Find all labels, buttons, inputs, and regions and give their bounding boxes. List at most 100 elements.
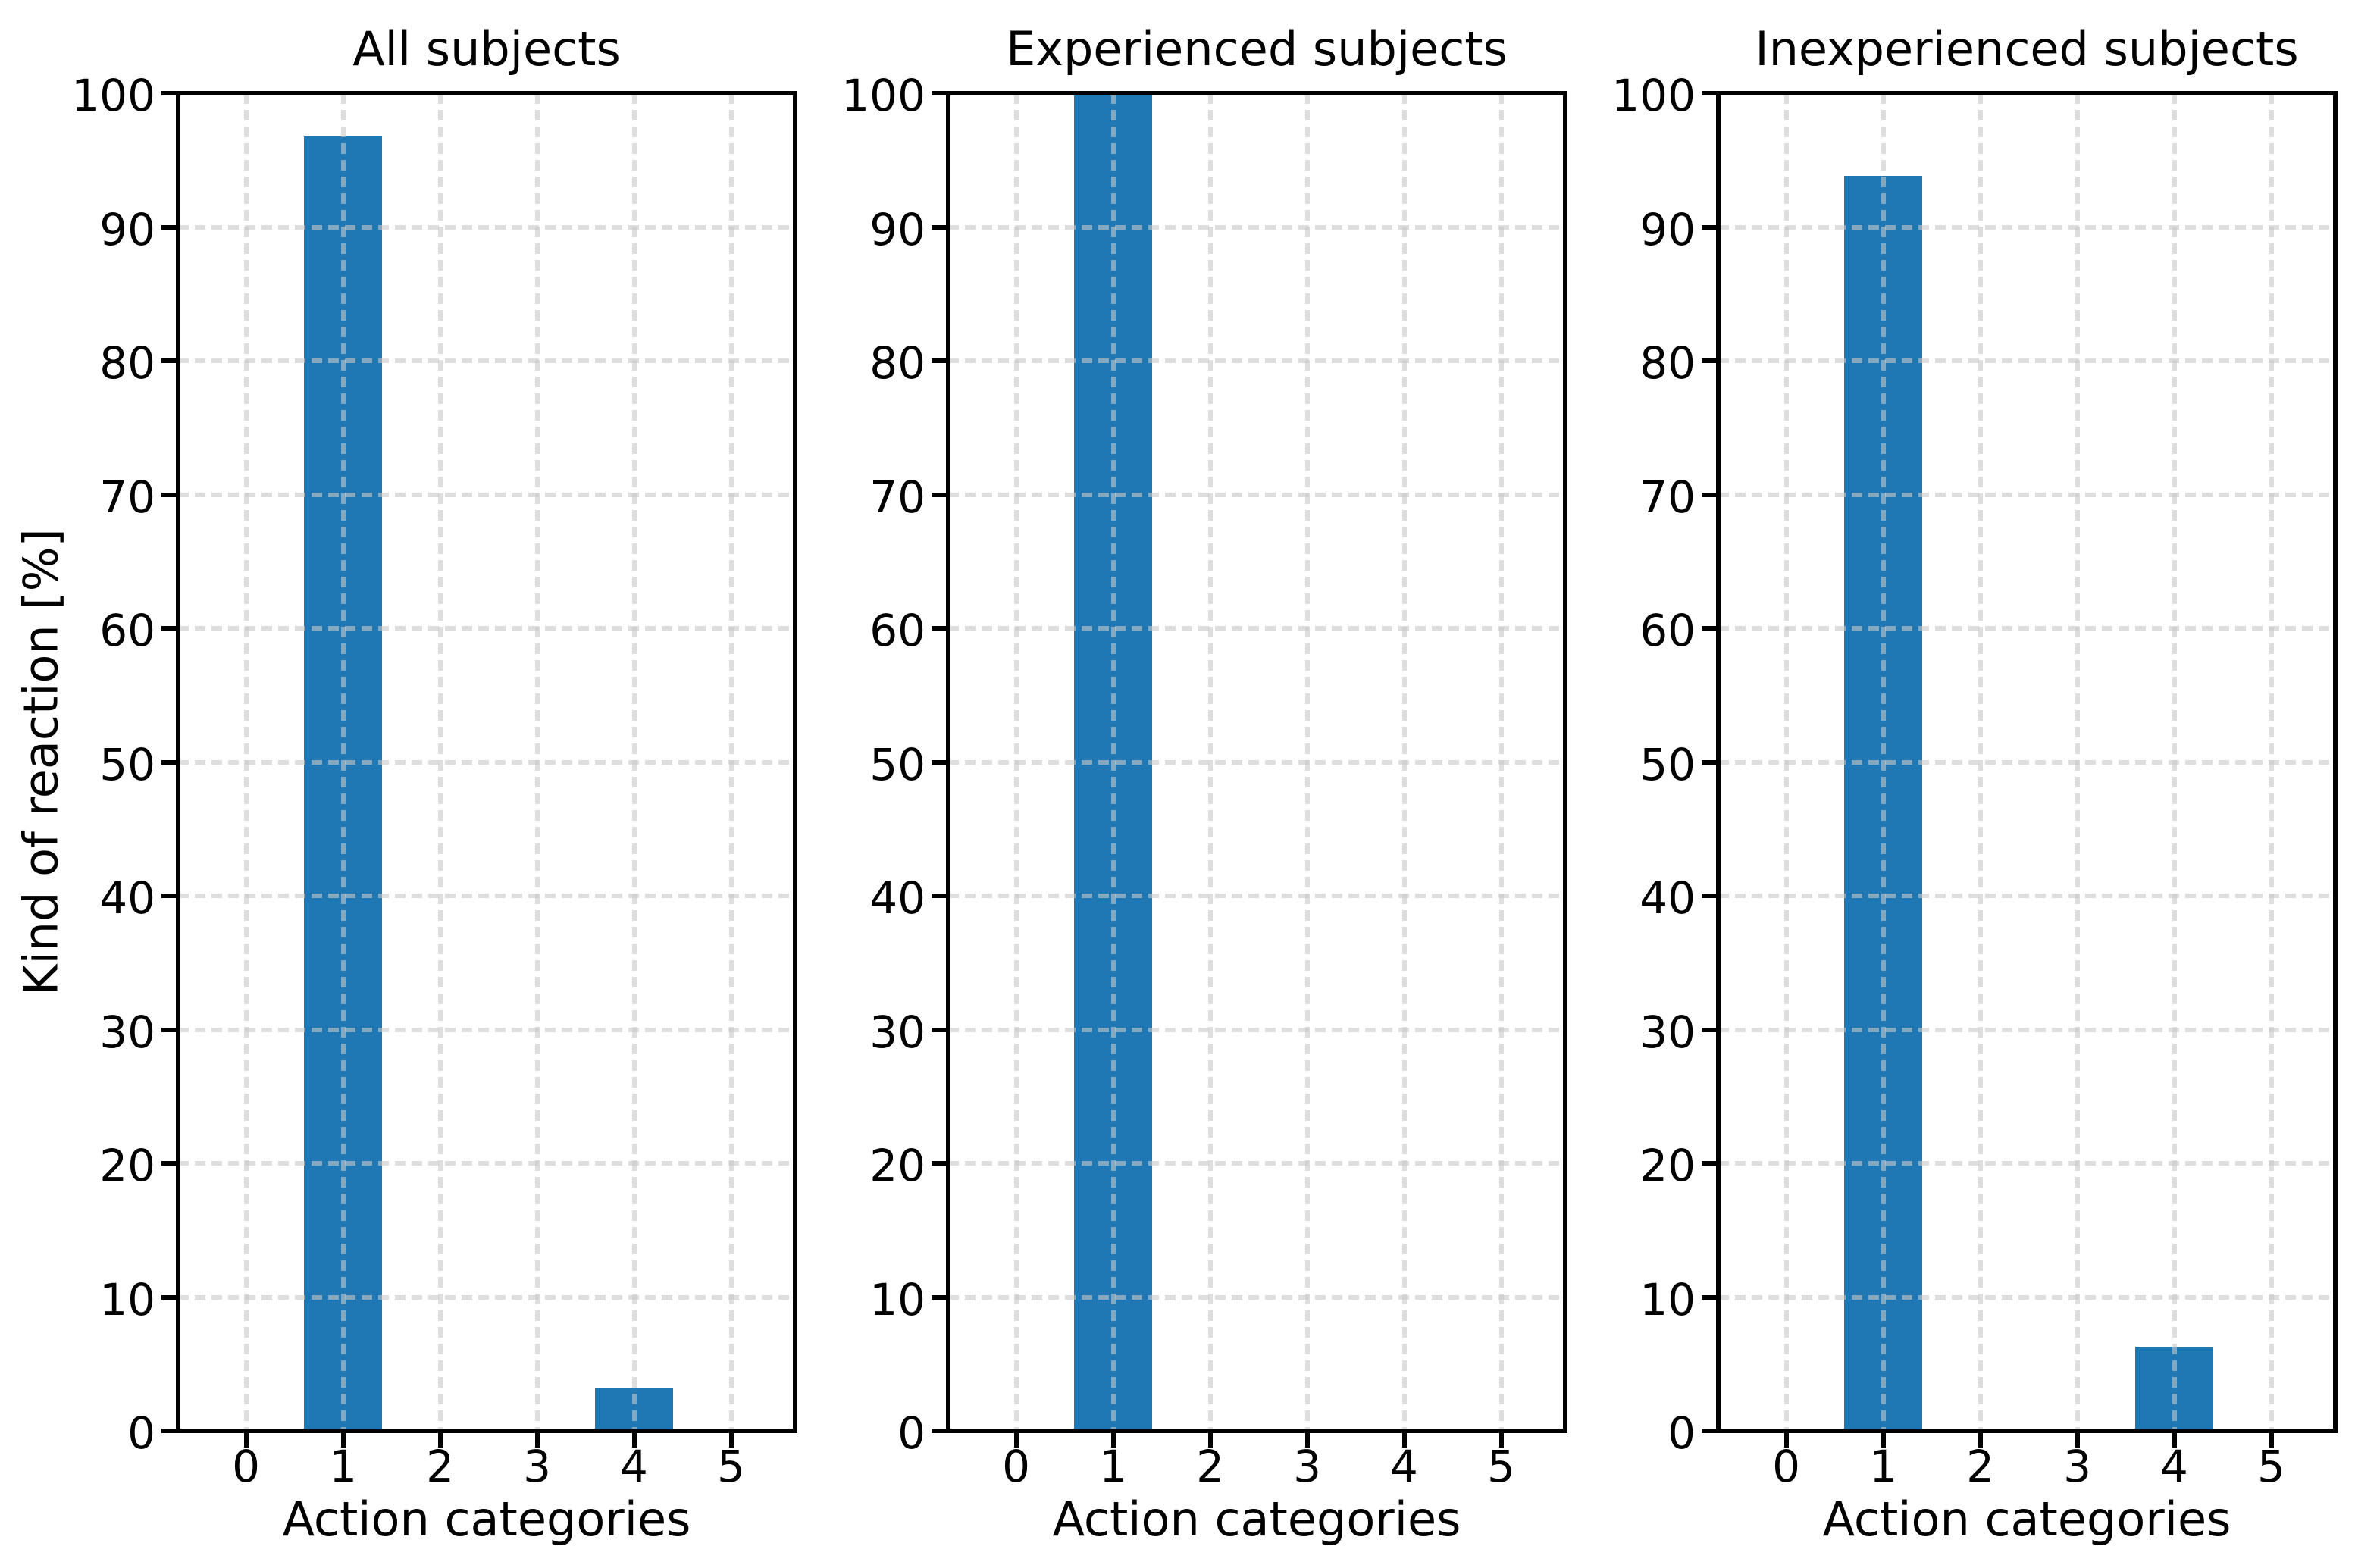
gridline-horizontal [178,1294,795,1300]
gridline-vertical [2269,93,2274,1431]
x-tick-mark [1498,1431,1504,1448]
y-tick-label: 70 [869,471,925,523]
y-tick-mark [932,759,948,765]
gridline-vertical [631,93,637,1431]
y-tick-label: 60 [99,605,155,656]
x-axis-label: Action categories [1052,1491,1461,1547]
y-tick-mark [932,1294,948,1300]
gridline-vertical [1401,93,1407,1431]
gridline-horizontal [178,224,795,230]
y-tick-mark [1702,1294,1718,1300]
gridline-vertical [1783,93,1789,1431]
y-tick-mark [1702,1429,1718,1433]
gridline-horizontal [178,626,795,631]
bottom-spine [176,1429,797,1433]
gridline-vertical [1304,93,1310,1431]
y-tick-label: 40 [99,872,155,924]
gridline-vertical [534,93,540,1431]
y-tick-label: 0 [1668,1407,1696,1459]
gridline-horizontal [1718,224,2335,230]
x-tick-mark [1401,1431,1407,1448]
x-tick-mark [728,1431,734,1448]
bar-category-1 [1844,176,1922,1431]
gridline-horizontal [178,1027,795,1032]
x-axis-label: Action categories [282,1491,691,1547]
gridline-horizontal [948,1294,1565,1300]
x-axis-label: Action categories [1822,1491,2231,1547]
y-tick-mark [932,91,948,95]
y-tick-mark [161,1294,178,1300]
x-tick-label: 0 [1772,1441,1801,1492]
gridline-horizontal [1718,492,2335,497]
y-tick-label: 100 [841,70,925,121]
gridline-horizontal [948,894,1565,898]
y-tick-mark [161,358,178,363]
chart-title: Inexperienced subjects [1755,21,2299,77]
gridline-horizontal [178,759,795,765]
y-tick-label: 70 [1639,471,1696,523]
bottom-spine [946,1429,1567,1433]
y-tick-label: 90 [1639,203,1696,255]
bar-category-1 [1074,93,1152,1431]
y-tick-mark [161,759,178,765]
y-tick-label: 20 [99,1140,155,1191]
gridline-vertical [2075,93,2080,1431]
y-tick-label: 80 [99,337,155,389]
gridline-horizontal [1718,358,2335,363]
x-tick-mark [631,1431,637,1448]
y-tick-mark [932,358,948,363]
x-tick-mark [243,1431,249,1448]
chart-title: All subjects [352,21,621,77]
gridline-vertical [1881,93,1886,1431]
gridline-vertical [1013,93,1019,1431]
x-tick-label: 5 [717,1441,745,1492]
plot-area [1716,91,2338,1433]
y-tick-mark [161,1429,178,1433]
y-tick-label: 10 [1639,1273,1696,1325]
y-tick-mark [161,224,178,230]
gridline-horizontal [948,1161,1565,1166]
y-tick-label: 40 [869,872,925,924]
top-spine [946,91,1567,95]
chart-title: Experienced subjects [1006,21,1508,77]
x-tick-label: 4 [1390,1441,1418,1492]
gridline-horizontal [948,1027,1565,1032]
x-tick-mark [1304,1431,1310,1448]
gridline-horizontal [1718,626,2335,631]
gridline-horizontal [948,626,1565,631]
gridline-horizontal [178,894,795,898]
x-tick-mark [437,1431,443,1448]
x-tick-label: 4 [2160,1441,2188,1492]
y-tick-label: 50 [1639,738,1696,790]
x-tick-label: 5 [1487,1441,1515,1492]
y-tick-label: 10 [99,1273,155,1325]
gridline-horizontal [948,492,1565,497]
y-tick-mark [932,492,948,497]
y-tick-mark [1702,1161,1718,1166]
x-tick-mark [2075,1431,2080,1448]
bottom-spine [1716,1429,2338,1433]
x-tick-mark [1110,1431,1116,1448]
y-tick-label: 20 [1639,1140,1696,1191]
x-tick-mark [1978,1431,1983,1448]
gridline-horizontal [1718,1027,2335,1032]
y-tick-label: 0 [897,1407,925,1459]
gridline-vertical [340,93,346,1431]
gridline-vertical [1978,93,1983,1431]
gridline-horizontal [1718,1294,2335,1300]
bar-category-4 [2135,1346,2213,1431]
y-tick-mark [932,1027,948,1032]
y-tick-label: 30 [1639,1006,1696,1058]
y-tick-mark [932,626,948,631]
y-axis-label-box: Kind of reaction [%] [14,93,69,1431]
bar-category-1 [304,136,382,1431]
y-tick-label: 80 [1639,337,1696,389]
top-spine [176,91,797,95]
y-tick-mark [932,1161,948,1166]
y-tick-label: 100 [1611,70,1696,121]
x-tick-mark [2172,1431,2177,1448]
x-tick-label: 1 [1869,1441,1898,1492]
x-tick-label: 2 [1966,1441,1995,1492]
x-tick-mark [1013,1431,1019,1448]
